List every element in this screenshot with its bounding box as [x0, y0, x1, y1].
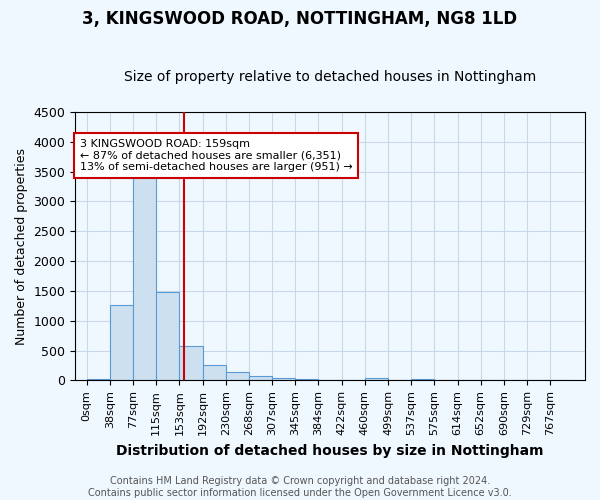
Text: 3 KINGSWOOD ROAD: 159sqm
← 87% of detached houses are smaller (6,351)
13% of sem: 3 KINGSWOOD ROAD: 159sqm ← 87% of detach… — [80, 139, 353, 172]
Bar — [249, 376, 272, 380]
Bar — [203, 366, 226, 380]
Bar — [133, 172, 156, 380]
Bar — [179, 346, 203, 380]
Text: 3, KINGSWOOD ROAD, NOTTINGHAM, NG8 1LD: 3, KINGSWOOD ROAD, NOTTINGHAM, NG8 1LD — [82, 10, 518, 28]
Bar — [87, 378, 110, 380]
Bar — [156, 292, 179, 380]
Title: Size of property relative to detached houses in Nottingham: Size of property relative to detached ho… — [124, 70, 536, 85]
Y-axis label: Number of detached properties: Number of detached properties — [15, 148, 28, 344]
X-axis label: Distribution of detached houses by size in Nottingham: Distribution of detached houses by size … — [116, 444, 544, 458]
Bar — [365, 378, 388, 380]
Bar — [226, 372, 249, 380]
Bar — [110, 304, 133, 380]
Bar — [295, 379, 319, 380]
Bar — [272, 378, 295, 380]
Bar — [411, 378, 434, 380]
Text: Contains HM Land Registry data © Crown copyright and database right 2024.
Contai: Contains HM Land Registry data © Crown c… — [88, 476, 512, 498]
